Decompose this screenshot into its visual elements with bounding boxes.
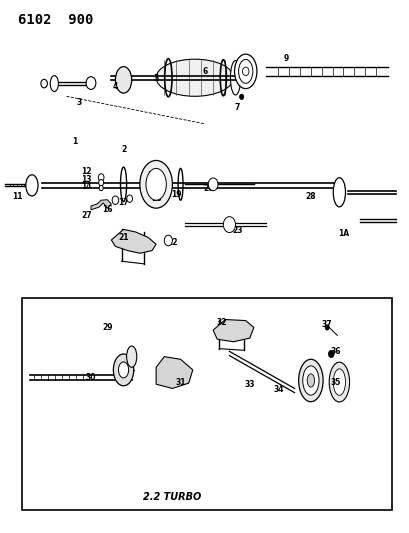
Text: 12: 12 [81, 166, 92, 175]
Text: 36: 36 [329, 347, 340, 356]
Text: 7: 7 [234, 103, 240, 112]
Ellipse shape [238, 60, 252, 83]
Circle shape [164, 235, 172, 246]
Ellipse shape [306, 374, 314, 387]
Circle shape [223, 216, 235, 232]
Text: 5: 5 [153, 74, 158, 83]
Text: 35: 35 [329, 377, 339, 386]
Ellipse shape [156, 59, 233, 96]
Polygon shape [91, 200, 111, 210]
Circle shape [208, 178, 218, 191]
Circle shape [324, 325, 328, 330]
Text: 30: 30 [85, 373, 96, 382]
Ellipse shape [139, 160, 172, 208]
Text: 8: 8 [243, 63, 248, 72]
Ellipse shape [302, 366, 318, 395]
Text: 33: 33 [244, 380, 254, 389]
Ellipse shape [333, 177, 345, 207]
Polygon shape [213, 319, 253, 342]
Text: 18: 18 [151, 194, 161, 203]
Circle shape [98, 174, 104, 181]
Ellipse shape [328, 362, 349, 402]
Text: 22: 22 [167, 238, 177, 247]
Text: 29: 29 [102, 323, 112, 332]
Text: 34: 34 [272, 385, 283, 394]
Text: 13: 13 [81, 174, 92, 183]
Text: 20: 20 [203, 183, 214, 192]
Text: 19: 19 [171, 190, 181, 199]
Text: 15: 15 [146, 171, 157, 180]
Text: 21: 21 [118, 233, 128, 242]
Circle shape [41, 79, 47, 88]
Text: 3: 3 [76, 98, 81, 107]
Polygon shape [156, 357, 192, 389]
Text: 23: 23 [232, 227, 242, 236]
Text: 1A: 1A [337, 229, 348, 238]
Ellipse shape [118, 362, 128, 378]
Text: 14: 14 [81, 182, 92, 191]
Circle shape [86, 77, 96, 90]
Circle shape [99, 180, 103, 186]
Polygon shape [111, 229, 156, 253]
Ellipse shape [126, 346, 137, 367]
Bar [22, 298, 391, 511]
Text: 28: 28 [305, 192, 315, 201]
Text: 6: 6 [202, 67, 207, 76]
Circle shape [99, 185, 103, 191]
Text: 37: 37 [321, 320, 332, 329]
Ellipse shape [50, 76, 58, 92]
Text: 32: 32 [216, 318, 226, 327]
Text: 17: 17 [118, 198, 128, 207]
Circle shape [112, 196, 118, 205]
Text: 6102  900: 6102 900 [18, 13, 93, 27]
Text: 2: 2 [121, 146, 126, 155]
Text: 4: 4 [112, 82, 118, 91]
Ellipse shape [26, 175, 38, 196]
Text: 2.2 TURBO: 2.2 TURBO [143, 492, 201, 502]
Circle shape [126, 195, 132, 203]
Ellipse shape [234, 54, 256, 88]
Circle shape [242, 67, 248, 76]
Text: 27: 27 [81, 211, 92, 220]
Ellipse shape [298, 359, 322, 402]
Text: 31: 31 [175, 377, 185, 386]
Ellipse shape [146, 168, 166, 200]
Ellipse shape [113, 354, 133, 386]
Ellipse shape [333, 369, 345, 395]
Text: 11: 11 [12, 192, 23, 201]
Circle shape [328, 350, 333, 358]
Ellipse shape [115, 67, 131, 93]
Text: 9: 9 [283, 54, 288, 63]
Circle shape [239, 94, 243, 100]
Text: 16: 16 [102, 205, 112, 214]
Ellipse shape [230, 61, 240, 95]
Text: 1: 1 [72, 138, 77, 147]
